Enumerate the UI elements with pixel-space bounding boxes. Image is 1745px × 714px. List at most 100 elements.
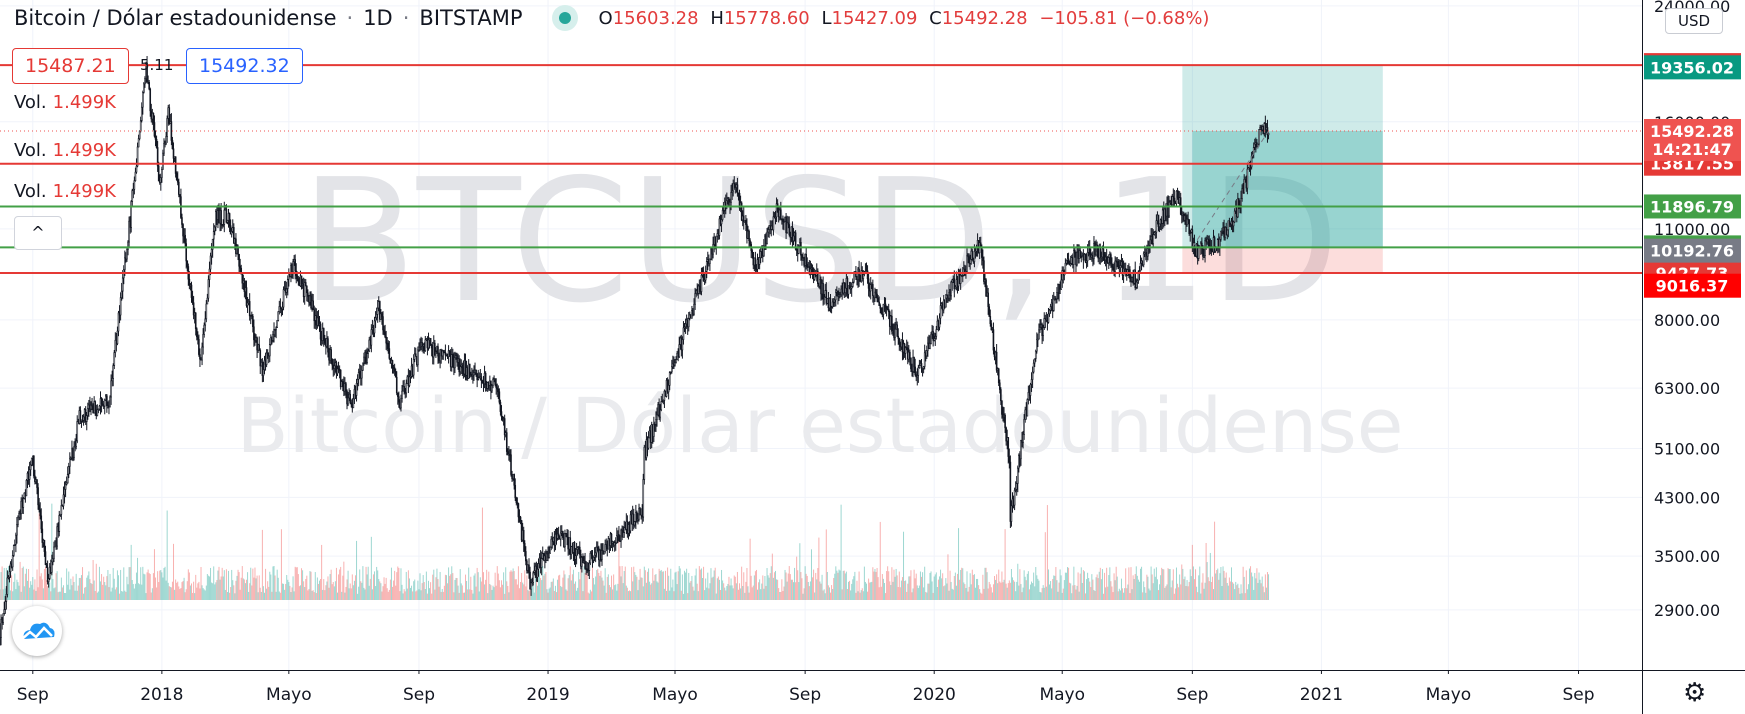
candle-body bbox=[1049, 306, 1052, 311]
volume-bar bbox=[739, 583, 741, 600]
candle-body bbox=[149, 88, 152, 112]
collapse-indicators-button[interactable]: ^ bbox=[14, 216, 62, 250]
volume-bar bbox=[1142, 592, 1144, 600]
volume-bar bbox=[505, 567, 507, 600]
candle-body bbox=[1043, 318, 1046, 328]
volume-bar bbox=[888, 571, 890, 600]
volume-bar bbox=[360, 581, 362, 600]
volume-bar bbox=[159, 570, 161, 600]
volume-bar bbox=[1251, 572, 1253, 600]
volume-bar bbox=[1185, 586, 1187, 600]
volume-bar bbox=[490, 585, 492, 600]
volume-bar bbox=[122, 591, 124, 600]
candle-body bbox=[491, 385, 493, 392]
volume-bar bbox=[1224, 577, 1226, 600]
volume-bar bbox=[1031, 581, 1033, 600]
volume-bar bbox=[205, 585, 207, 600]
candle-body bbox=[228, 213, 231, 227]
volume-bar bbox=[17, 582, 19, 600]
volume-bar bbox=[775, 570, 777, 600]
candle-body bbox=[1059, 289, 1061, 294]
volume-bar bbox=[1183, 579, 1185, 600]
candle-body bbox=[6, 577, 9, 595]
volume-bar bbox=[92, 560, 94, 600]
volume-bar bbox=[1101, 569, 1103, 600]
volume-bar bbox=[684, 570, 686, 600]
candle-body bbox=[53, 546, 55, 559]
candle-body bbox=[192, 302, 195, 316]
candle-body bbox=[736, 184, 739, 194]
volume-bar bbox=[976, 578, 978, 600]
volume-bar bbox=[867, 591, 869, 600]
candle-body bbox=[604, 544, 606, 553]
sell-price-button[interactable]: 15487.21 bbox=[12, 48, 129, 84]
volume-bar bbox=[368, 585, 370, 600]
candle-body bbox=[73, 446, 75, 458]
volume-bar bbox=[351, 574, 353, 600]
time-axis[interactable] bbox=[0, 670, 1642, 714]
volume-bar bbox=[423, 582, 425, 600]
volume-bar bbox=[536, 585, 538, 600]
volume-bar bbox=[609, 587, 611, 600]
gear-icon[interactable]: ⚙ bbox=[1683, 678, 1707, 708]
volume-bar bbox=[1067, 567, 1069, 600]
candle-body bbox=[400, 398, 402, 409]
symbol-title[interactable]: Bitcoin / Dólar estadounidense bbox=[14, 6, 337, 30]
volume-bar bbox=[1051, 588, 1053, 600]
volume-bar bbox=[1246, 589, 1248, 600]
currency-button[interactable]: USD bbox=[1665, 8, 1723, 34]
candle-body bbox=[897, 335, 900, 339]
volume-bar bbox=[19, 561, 21, 600]
volume-bar bbox=[651, 583, 653, 600]
candle-body bbox=[855, 271, 857, 278]
candle-body bbox=[894, 328, 896, 338]
cloud-icon bbox=[21, 622, 55, 640]
volume-bar bbox=[283, 583, 285, 600]
candle-body bbox=[160, 177, 162, 183]
interval-label[interactable]: 1D bbox=[363, 6, 393, 30]
buy-price-button[interactable]: 15492.32 bbox=[186, 48, 303, 84]
volume-indicator[interactable]: Vol. 1.499K bbox=[14, 140, 116, 161]
candle-body bbox=[709, 258, 711, 264]
high-label: H bbox=[710, 7, 724, 29]
volume-bar bbox=[317, 583, 319, 600]
volume-indicator[interactable]: Vol. 1.499K bbox=[14, 92, 116, 113]
candle-body bbox=[459, 366, 462, 373]
candle-body bbox=[954, 286, 957, 290]
candle-body bbox=[618, 533, 620, 541]
volume-bar bbox=[158, 582, 160, 600]
volume-bar bbox=[123, 567, 125, 600]
volume-bar bbox=[1037, 578, 1039, 600]
volume-bar bbox=[788, 566, 790, 600]
position-target-zone[interactable] bbox=[1182, 65, 1383, 248]
close-label: C bbox=[929, 7, 942, 29]
candle-body bbox=[38, 504, 40, 511]
volume-indicator[interactable]: Vol. 1.499K bbox=[14, 181, 116, 202]
candle-body bbox=[1107, 257, 1110, 264]
candle-body bbox=[731, 190, 733, 193]
candle-body bbox=[969, 259, 971, 264]
exchange-label: BITSTAMP bbox=[419, 6, 523, 30]
volume-bar bbox=[1001, 571, 1003, 600]
volume-bar bbox=[615, 584, 617, 600]
volume-bar bbox=[365, 566, 367, 600]
volume-bar bbox=[146, 572, 148, 600]
candle-body bbox=[754, 257, 757, 270]
volume-bar bbox=[403, 589, 405, 600]
volume-bar bbox=[1263, 592, 1265, 600]
candle-body bbox=[593, 554, 596, 558]
volume-bar bbox=[518, 588, 520, 600]
volume-bar bbox=[162, 577, 164, 600]
market-status-icon[interactable] bbox=[558, 12, 571, 24]
candle-body bbox=[562, 531, 564, 538]
candle-body bbox=[533, 570, 536, 574]
candle-body bbox=[197, 336, 199, 340]
candle-body bbox=[847, 285, 850, 295]
candle-body bbox=[248, 301, 251, 317]
x-tick-label: Mayo bbox=[1426, 685, 1472, 705]
volume-bar bbox=[1203, 588, 1205, 600]
candle-body bbox=[259, 350, 262, 367]
tradingview-logo-icon[interactable] bbox=[12, 606, 62, 656]
volume-bar bbox=[952, 589, 954, 600]
